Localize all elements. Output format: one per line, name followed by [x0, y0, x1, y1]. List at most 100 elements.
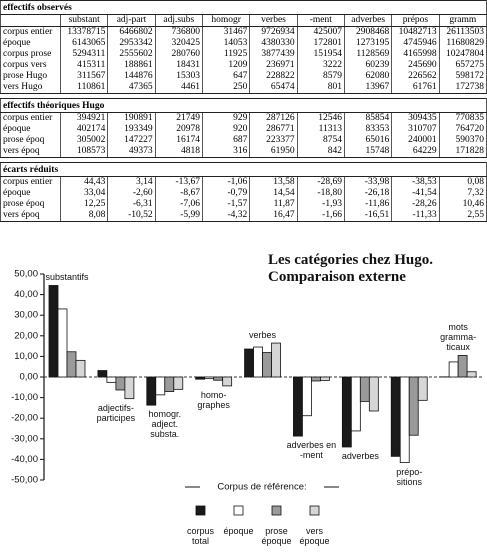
y-tick-label: 20,00 — [14, 330, 38, 341]
table-cell: 3222 — [296, 60, 345, 71]
column-header: verbes — [249, 14, 298, 27]
table-cell: 311567 — [59, 71, 109, 82]
table-row: corpus entier 394921 190891 21749 929 287126 1… — [0, 112, 487, 124]
table-row: époque 402174 193349 20978 920 286771 11313 833… — [0, 124, 487, 135]
row-label: corpus vers — [0, 60, 61, 71]
category-label: adjectifs-participes — [96, 402, 136, 423]
bar — [115, 376, 126, 391]
bar — [320, 376, 330, 381]
category-label: homo-graphes — [197, 389, 230, 410]
bar — [311, 376, 321, 382]
table-cell: 4461 — [154, 82, 203, 94]
bar — [271, 342, 281, 378]
bar — [222, 376, 233, 387]
table-cell: -1,66 — [296, 210, 345, 222]
table-cell: 61761 — [391, 82, 440, 94]
table-cell: 309435 — [391, 112, 440, 124]
table-cell: 15303 — [154, 71, 203, 82]
legend-label: époque — [223, 526, 254, 536]
table-row: vers époq 108573 49373 4818 316 61950 842 15748… — [0, 146, 487, 158]
chart: -50,00 -40,00 -30,00 -20,00 -10,00 0,00 10,00 2… — [11, 269, 484, 516]
table-cell: 49373 — [107, 146, 156, 158]
table-cell: -28,69 — [296, 176, 345, 188]
table-cell: 9726934 — [249, 26, 298, 38]
table-cell: 316 — [201, 146, 251, 158]
legend-swatch — [271, 505, 282, 516]
row-label: prose Hugo — [0, 71, 61, 82]
table-cell: 0,08 — [438, 176, 487, 188]
table-cell: 764720 — [438, 124, 487, 135]
table-cell: 770835 — [438, 112, 487, 124]
table-cell: 280760 — [154, 49, 203, 60]
row-label: époque — [0, 188, 61, 199]
table-cell: 1128569 — [343, 49, 393, 60]
bar — [244, 348, 254, 378]
column-header: homogr — [201, 14, 251, 27]
table-cell: 10482713 — [391, 26, 440, 38]
bar — [341, 376, 352, 448]
table-cell: 110861 — [59, 82, 109, 94]
table-row: corpus prose 5294311 2555602 280760 11925 387… — [0, 49, 487, 60]
table-cell: 10,46 — [438, 199, 487, 210]
section-row: écarts réduits — [0, 162, 487, 177]
table-row: époque 33,04 -2,60 -8,67 -0,79 14,54 -18,80 -26… — [0, 188, 487, 199]
table-cell: 8,08 — [59, 210, 109, 222]
bar — [75, 359, 86, 378]
table-cell: -26,18 — [343, 188, 393, 199]
table-cell: 590370 — [438, 135, 487, 146]
table-row: vers Hugo 110861 47365 4461 250 65474 801 13967… — [0, 82, 487, 94]
table-cell: 236971 — [249, 60, 298, 71]
table-cell: 842 — [296, 146, 345, 158]
table-cell: 11925 — [201, 49, 251, 60]
table-cell: 2908468 — [343, 26, 393, 38]
table-cell: 687 — [201, 135, 251, 146]
table-cell: 108573 — [59, 146, 109, 158]
table-cell: 2,55 — [438, 210, 487, 222]
table-cell: -38,53 — [391, 176, 440, 188]
table-cell: 62080 — [343, 71, 393, 82]
column-header: -ment — [296, 14, 345, 27]
bar — [106, 376, 117, 383]
legend-label: corpus total — [186, 526, 214, 546]
table-cell: 172738 — [438, 82, 487, 94]
table-cell: -18,80 — [296, 188, 345, 199]
table-cell: 801 — [296, 82, 345, 94]
table-cell: 31467 — [201, 26, 251, 38]
table-cell: 18431 — [154, 60, 203, 71]
table-cell: -11,33 — [391, 210, 440, 222]
table-cell: 245690 — [391, 60, 440, 71]
bar — [302, 376, 312, 417]
table-cell: 320425 — [154, 38, 203, 49]
y-tick-label: 50,00 — [14, 269, 38, 280]
legend-swatch — [309, 505, 320, 516]
y-tick-label: -20,00 — [11, 413, 38, 424]
table-row: corpus entier 44,43 3,14 -13,67 -1,06 13,58 -2… — [0, 176, 487, 188]
bar — [66, 351, 77, 378]
table-cell: 657275 — [438, 60, 487, 71]
section-title: écarts réduits — [0, 162, 487, 177]
bar — [457, 355, 468, 378]
table-cell: 415311 — [59, 60, 109, 71]
table-cell: 8754 — [296, 135, 345, 146]
table-cell: 188861 — [107, 60, 156, 71]
bar — [448, 361, 459, 378]
table-cell: -28,26 — [391, 199, 440, 210]
table-cell: 193349 — [107, 124, 156, 135]
row-label: vers époq — [0, 210, 61, 222]
section-title: effectifs observés — [0, 0, 487, 15]
table-cell: 26113503 — [438, 26, 487, 38]
data-table: effectifs observés substant adj-part adj.su… — [0, 0, 487, 222]
table-row: corpus vers 415311 188861 18431 1209 236971 32… — [0, 60, 487, 71]
table-row: prose époq 305002 147227 16174 687 223377 8754… — [0, 135, 487, 146]
table-cell: 305002 — [59, 135, 109, 146]
header-row: substant adj-part adj.subs homogr verbes -men… — [0, 14, 487, 27]
table-cell: 47365 — [107, 82, 156, 94]
bar — [155, 376, 166, 396]
table-cell: 2555602 — [107, 49, 156, 60]
bar — [390, 376, 401, 457]
table-cell: 7,32 — [438, 188, 487, 199]
row-label: vers Hugo — [0, 82, 61, 94]
table-cell: 736800 — [154, 26, 203, 38]
category-label: adverbes en -ment — [286, 440, 337, 461]
y-tick-label: 40,00 — [14, 289, 38, 300]
